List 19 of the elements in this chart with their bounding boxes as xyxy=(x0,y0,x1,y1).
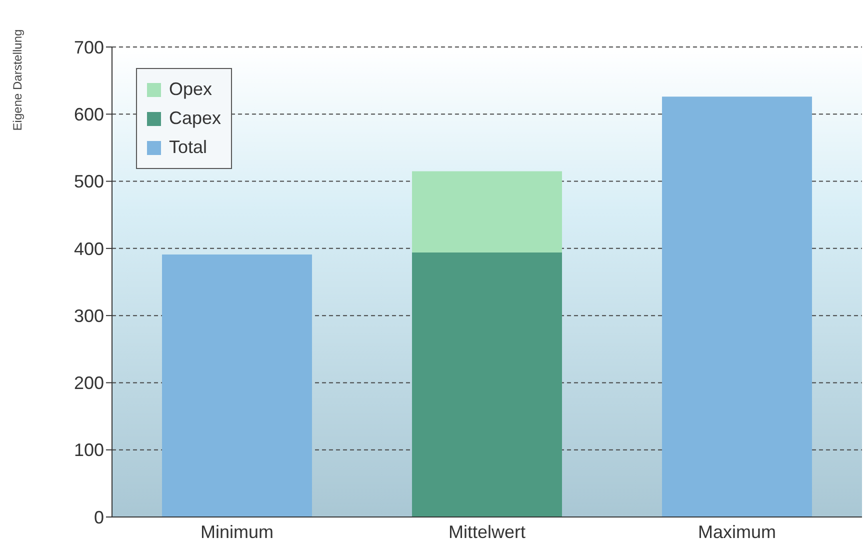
bar xyxy=(662,96,812,517)
legend-label: Opex xyxy=(168,78,214,101)
bar xyxy=(412,171,562,252)
y-tick-label: 700 xyxy=(74,37,104,58)
legend-label: Total xyxy=(168,136,208,159)
bar xyxy=(412,252,562,517)
y-tick-label: 300 xyxy=(74,306,104,326)
text: Eigene Darstellung xyxy=(11,29,25,131)
y-tick-label: 600 xyxy=(74,104,104,125)
x-tick-label: Minimum xyxy=(200,522,274,542)
y-tick-label: 0 xyxy=(94,507,104,528)
x-tick-label: Mittelwert xyxy=(448,522,526,542)
legend-label: Capex xyxy=(168,107,222,130)
y-tick-label: 400 xyxy=(74,238,104,259)
y-tick-label: 500 xyxy=(74,172,104,192)
bar xyxy=(162,254,312,517)
y-tick-label: 200 xyxy=(74,373,104,394)
x-tick-label: Maximum xyxy=(698,522,776,542)
y-tick-label: 100 xyxy=(74,440,104,460)
